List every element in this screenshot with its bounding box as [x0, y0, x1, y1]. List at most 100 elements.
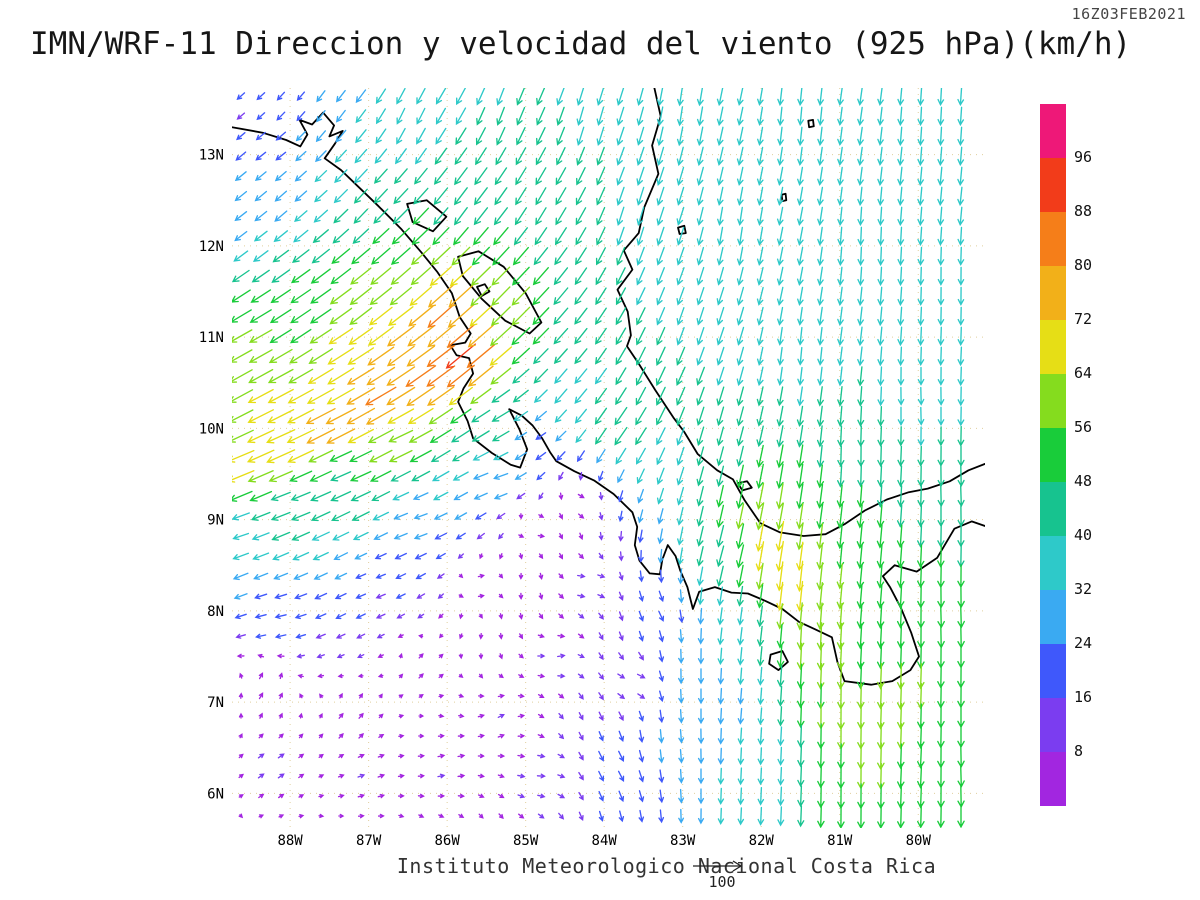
wind-arrow: [657, 548, 664, 564]
wind-arrow: [251, 269, 270, 283]
wind-arrow: [817, 743, 825, 769]
wind-arrow: [310, 268, 331, 284]
wind-arrow: [897, 106, 905, 127]
wind-arrow: [777, 766, 785, 786]
wind-arrow: [776, 425, 784, 448]
wind-arrow: [696, 307, 705, 326]
wind-arrow: [817, 306, 824, 326]
wind-arrow: [937, 525, 945, 548]
wind-arrow: [676, 226, 685, 246]
wind-arrow: [557, 793, 566, 799]
wind-arrow: [594, 427, 607, 445]
wind-arrow: [697, 607, 704, 625]
wind-arrow: [278, 712, 283, 719]
wind-arrow: [857, 405, 865, 428]
wind-arrow: [777, 306, 784, 326]
wind-arrow: [334, 149, 347, 163]
wind-arrow: [398, 652, 403, 659]
wind-arrow: [466, 344, 496, 369]
wind-arrow: [369, 470, 392, 482]
wind-arrow: [635, 386, 647, 406]
wind-arrow: [618, 510, 624, 523]
wind-arrow: [736, 166, 744, 186]
wind-arrow: [656, 307, 666, 326]
wind-arrow: [618, 530, 624, 542]
lat-label: 6N: [207, 786, 224, 802]
wind-arrow: [471, 430, 490, 442]
wind-arrow: [896, 544, 905, 569]
reference-value: 100: [708, 873, 736, 891]
wind-arrow: [511, 266, 530, 286]
wind-arrow: [937, 88, 945, 107]
wind-arrow: [234, 230, 248, 242]
wind-arrow: [434, 532, 448, 540]
wind-arrow: [777, 706, 785, 727]
wind-arrow: [636, 166, 645, 186]
wind-arrow: [594, 407, 608, 425]
wind-arrow: [737, 667, 744, 686]
wind-arrow: [937, 426, 945, 447]
wind-arrow: [373, 208, 389, 224]
wind-arrow: [757, 767, 765, 786]
wind-arrow: [676, 366, 686, 387]
wind-arrow: [578, 791, 584, 801]
wind-arrow: [411, 470, 431, 482]
wind-arrow: [427, 284, 454, 308]
wind-arrow: [756, 186, 764, 206]
wind-arrow: [637, 693, 646, 699]
wind-arrow: [492, 451, 509, 461]
wind-arrow: [957, 644, 965, 669]
wind-arrow: [378, 693, 383, 699]
wind-arrow: [837, 306, 844, 327]
wind-arrow: [388, 449, 413, 463]
wind-arrow: [817, 126, 824, 147]
wind-arrow: [445, 343, 476, 369]
wind-arrow: [857, 386, 865, 407]
wind-arrow: [736, 326, 745, 346]
wind-arrow: [393, 188, 409, 205]
wind-arrow: [897, 166, 904, 187]
wind-arrow: [477, 573, 485, 579]
wind-arrow: [678, 788, 685, 804]
wind-arrow: [255, 633, 267, 639]
wind-arrow: [270, 491, 291, 502]
wind-arrow: [598, 750, 605, 762]
wind-arrow: [232, 309, 252, 323]
wind-arrow: [435, 127, 447, 145]
wind-arrow: [676, 146, 684, 167]
wind-arrow: [616, 146, 625, 166]
wind-arrow: [917, 584, 925, 609]
wind-arrow: [438, 633, 444, 639]
wind-arrow: [737, 186, 744, 206]
wind-arrow: [349, 307, 373, 326]
wind-arrow: [777, 665, 785, 688]
wind-arrow: [535, 451, 547, 461]
wind-arrow: [496, 88, 505, 106]
wind-arrow: [316, 110, 326, 123]
wind-arrow: [578, 553, 585, 560]
wind-arrow: [735, 523, 745, 550]
wind-arrow: [597, 593, 606, 599]
wind-arrow: [397, 633, 404, 638]
wind-arrow: [617, 673, 626, 679]
wind-arrow: [372, 511, 390, 521]
wind-arrow: [375, 88, 387, 105]
wind-arrow: [777, 786, 785, 807]
wind-arrow: [449, 265, 472, 287]
wind-arrow: [309, 308, 332, 324]
wind-arrow: [495, 147, 507, 166]
wind-arrow: [497, 733, 506, 739]
wind-arrow: [333, 208, 349, 224]
wind-arrow: [327, 367, 355, 385]
wind-arrow: [716, 166, 724, 186]
wind-arrow: [377, 773, 386, 779]
wind-arrow: [877, 286, 885, 307]
wind-arrow: [394, 552, 407, 560]
wind-arrow: [696, 88, 704, 107]
wind-arrow: [736, 246, 744, 266]
wind-arrow: [537, 673, 546, 679]
wind-arrow: [635, 346, 646, 366]
wind-arrow: [436, 573, 445, 579]
wind-arrow: [294, 170, 307, 182]
wind-arrow: [432, 491, 449, 501]
